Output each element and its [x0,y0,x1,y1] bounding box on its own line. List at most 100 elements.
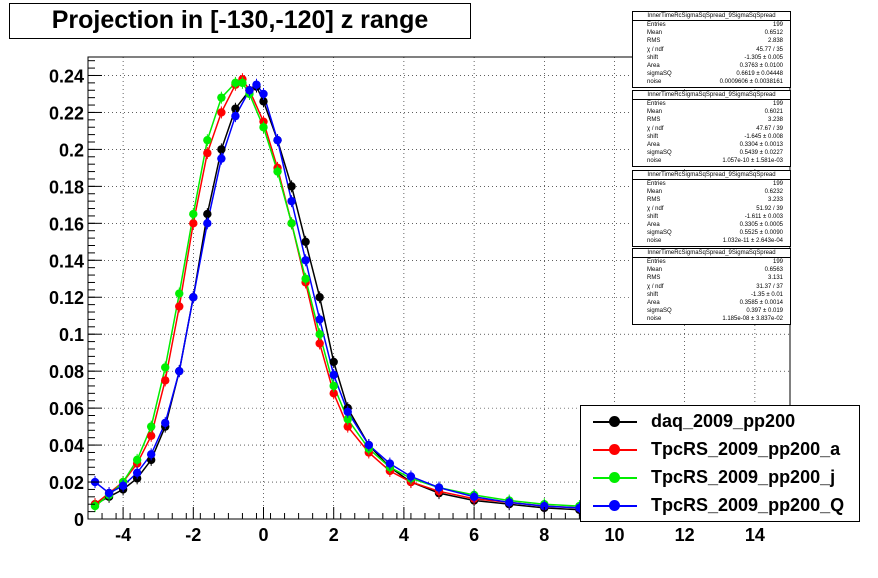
stat-key: χ / ndf [647,125,664,132]
y-tick-label: 0.02 [49,473,84,493]
stat-key: RMS [647,275,661,282]
data-point [273,165,282,178]
stat-value: -1.35 ± 0.01 [751,291,783,298]
data-point [189,208,198,221]
x-tick-label: 0 [258,525,268,545]
legend-entry: TpcRS_2009_pp200_Q [581,492,859,520]
stat-key: shift [647,133,659,140]
stat-key: χ / ndf [647,46,664,53]
x-tick-label: 4 [399,525,409,545]
stat-key: shift [647,291,659,298]
stat-row: shift -1.645 ± 0.008 [633,133,790,141]
y-tick-label: 0.2 [59,140,84,160]
data-point [315,328,324,341]
data-point [245,84,254,97]
data-point [238,76,247,89]
stat-value: 0.397 ± 0.019 [746,308,783,315]
stat-key: Entries [647,259,666,265]
axis-tick-labels: -4 -2 0 2 4 6 8 10 12 14 0 0.02 0.04 0.06 0.08 0.1 0.12 0… [49,66,765,545]
legend-dot-marker [609,500,620,511]
data-point [315,291,324,304]
data-point [175,300,184,313]
data-point [146,448,156,461]
stat-row: Area 0.3763 ± 0.0100 [633,62,790,70]
stat-row: sigmaSQ 0.5439 ± 0.0227 [633,149,790,157]
data-point [146,420,156,433]
stat-value: 51.92 / 39 [756,205,783,212]
stat-key: shift [647,213,659,220]
stat-row: sigmaSQ 0.397 ± 0.019 [633,307,790,315]
data-point [315,313,324,326]
data-point [203,147,212,160]
stat-key: sigmaSQ [647,308,672,315]
y-tick-label: 0.22 [49,103,84,123]
stat-value: 45.77 / 35 [756,46,783,53]
legend-label: TpcRS_2009_pp200_j [651,467,836,487]
data-point [301,254,310,267]
stat-row: Entries 199 [633,21,790,29]
data-point [343,405,352,418]
x-tick-label: -2 [185,525,201,545]
data-point [217,91,226,104]
legend-label: TpcRS_2009_pp200_a [651,439,841,459]
data-point [231,76,240,89]
chart-title-box: Projection in [-130,-120] z range [9,3,471,39]
data-point [434,481,444,494]
stat-row: noise 1.185e-08 ± 3.837e-02 [633,315,790,323]
stat-key: noise [647,238,662,245]
stat-value: 0.5439 ± 0.0227 [739,150,783,157]
data-point [203,217,212,230]
stat-row: shift -1.611 ± 0.003 [633,213,790,221]
stat-row: Mean 0.6232 [633,188,790,196]
stat-row: Mean 0.6021 [633,108,790,116]
stat-row: RMS 3.233 [633,196,790,204]
stat-value: 1.185e-08 ± 3.837e-02 [722,316,783,323]
y-tick-label: 0.12 [49,288,84,308]
legend-dot-marker [609,416,620,427]
y-tick-label: 0.08 [49,362,84,382]
stat-value: 0.6563 [764,267,783,274]
data-point [406,470,416,483]
data-point [259,87,268,100]
data-point [132,466,142,479]
stat-box: InnerTimeRcSigmaSqSpread_9SigmaSqSpread E… [632,248,791,325]
stat-key: Entries [647,22,666,28]
stat-value: 0.6619 ± 0.04448 [736,71,783,78]
data-point [301,272,310,285]
legend-dot-marker [609,472,620,483]
legend: daq_2009_pp200 TpcRS_2009_pp200_a TpcRS_20… [580,405,860,522]
data-point [287,217,296,230]
x-tick-label: 14 [745,525,765,545]
y-tick-label: 0.24 [49,66,84,86]
stat-value: 1.032e-11 ± 2.643e-04 [722,238,783,245]
stat-box: InnerTimeRcSigmaSqSpread_9SigmaSqSpread E… [632,90,791,167]
stat-row: shift -1.305 ± 0.005 [633,54,790,62]
stat-row: Area 0.3304 ± 0.0013 [633,141,790,149]
stat-key: Entries [647,181,666,187]
stat-value: 0.6512 [764,30,783,37]
x-tick-label: 2 [329,525,339,545]
stat-value: 3.233 [767,197,783,204]
stat-key: Entries [647,101,666,107]
stat-key: RMS [647,197,661,204]
stat-key: Mean [647,189,663,196]
x-tick-label: 12 [675,525,695,545]
stat-key: Area [647,299,660,306]
data-point [252,78,261,91]
y-tick-label: 0 [74,510,84,530]
stat-value: 31.37 / 37 [756,283,783,290]
stat-row: RMS 2.838 [633,37,790,45]
stat-box: InnerTimeRcSigmaSqSpread_9SigmaSqSpread E… [632,170,791,247]
stat-row: RMS 3.238 [633,116,790,124]
stat-value: 199 [772,101,783,107]
data-point [273,134,282,147]
stat-row: Mean 0.6563 [633,266,790,274]
stat-key: Mean [647,109,663,116]
data-point [231,110,240,123]
legend-label: TpcRS_2009_pp200_Q [651,495,845,515]
stat-row: RMS 3.131 [633,274,790,282]
stat-key: Mean [647,30,663,37]
data-point [287,195,296,208]
x-tick-label: 6 [469,525,479,545]
legend-entry: TpcRS_2009_pp200_j [581,464,859,492]
